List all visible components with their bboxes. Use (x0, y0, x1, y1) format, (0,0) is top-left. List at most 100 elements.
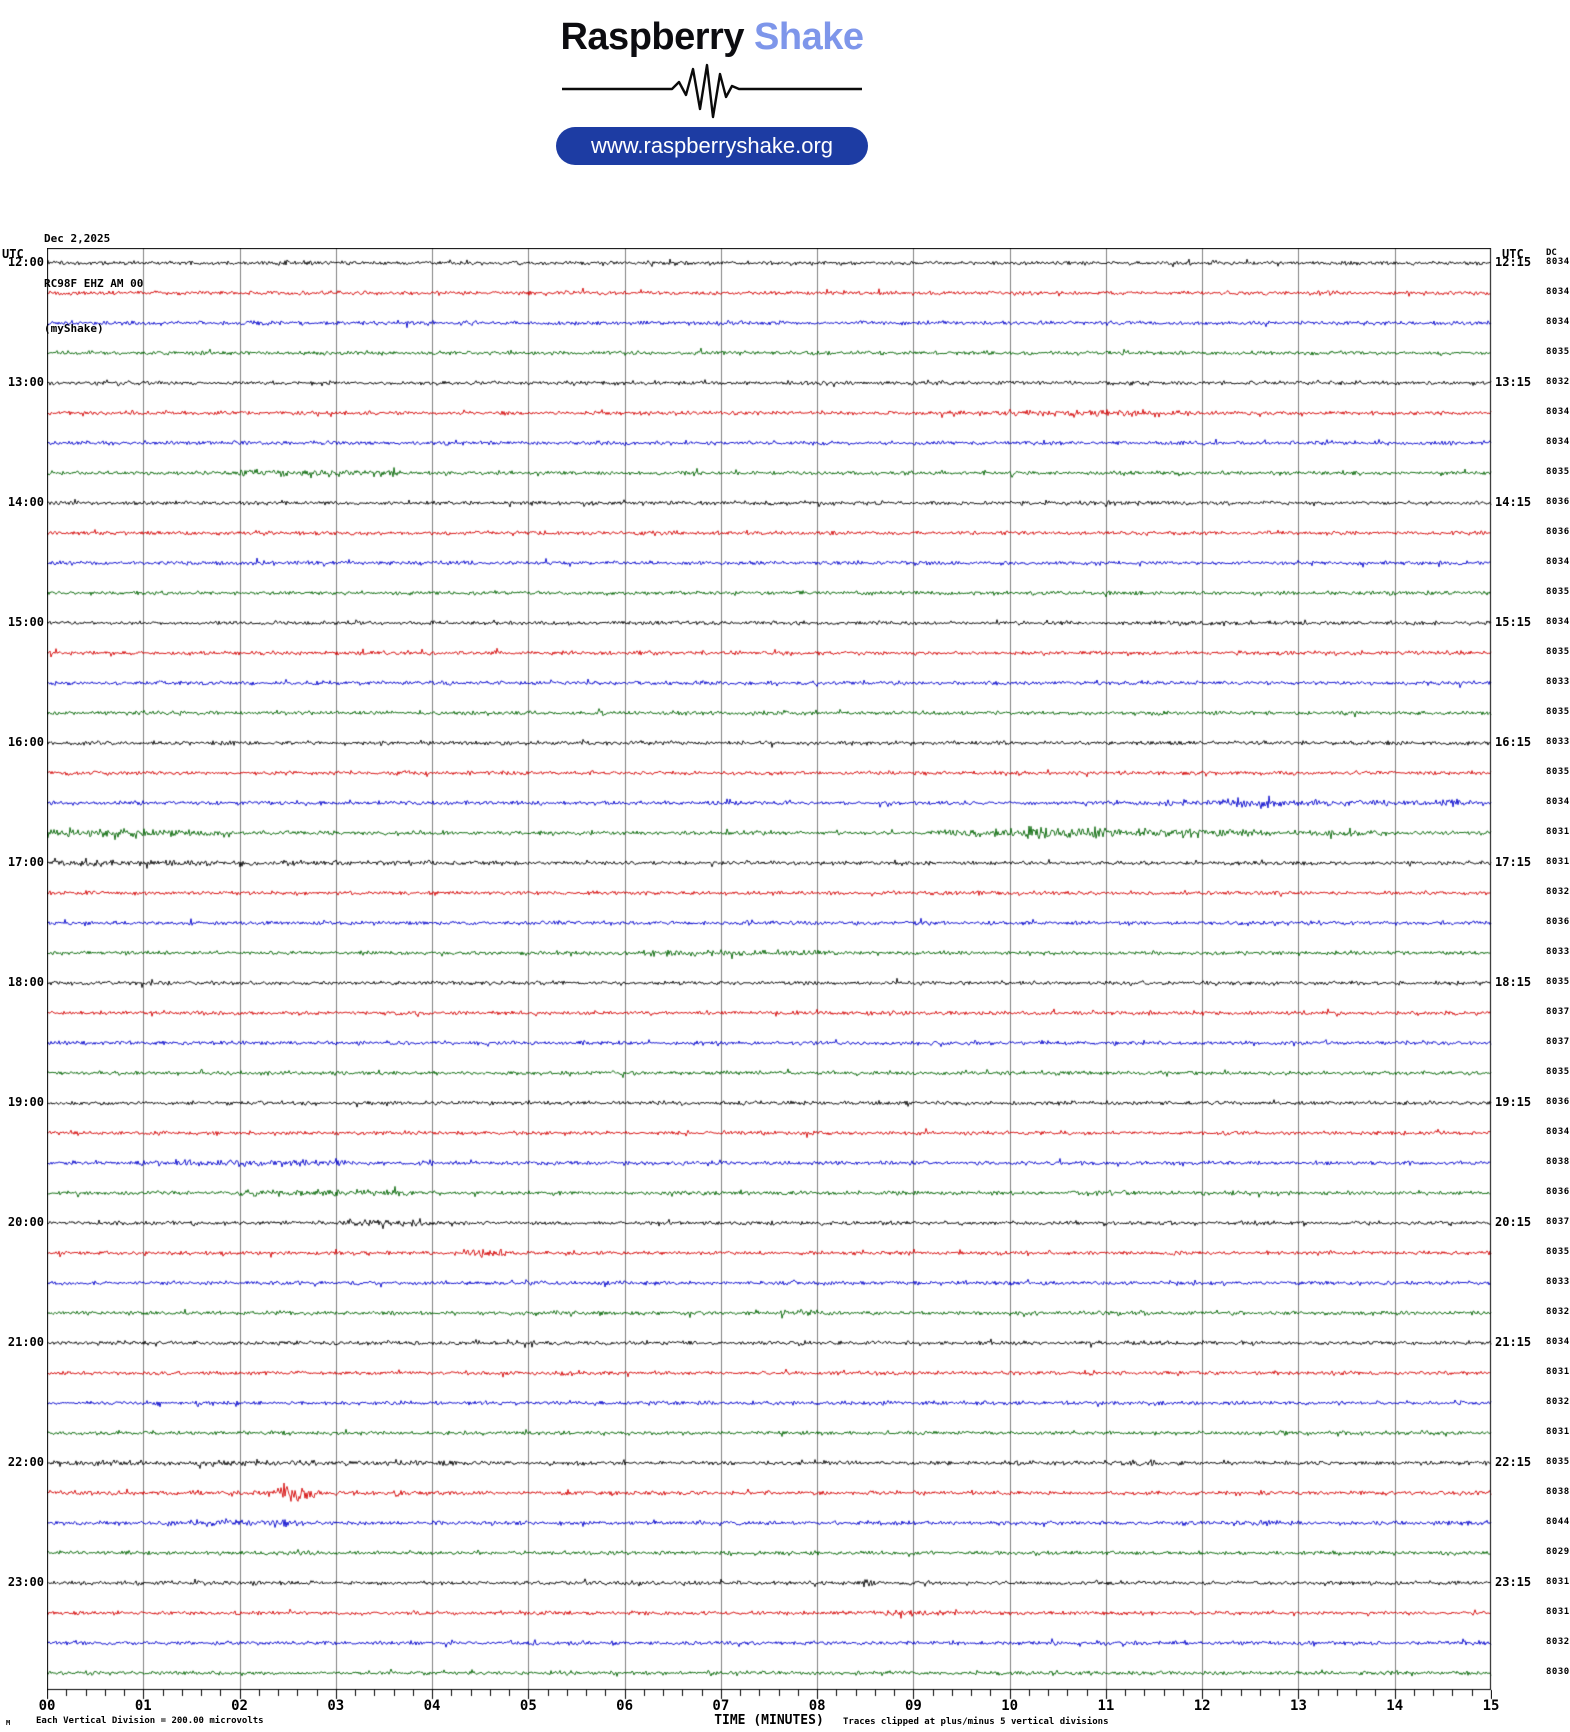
hour-label-right: 17:15 (1495, 855, 1532, 869)
dc-value: 8033 (1546, 737, 1570, 747)
clip-note: Traces clipped at plus/minus 5 vertical … (843, 1717, 1109, 1727)
x-tick-label: 05 (519, 1698, 537, 1714)
x-tick-label: 08 (808, 1698, 826, 1714)
helicorder-canvas (47, 248, 1492, 1704)
hour-label-left: 21:00 (7, 1335, 44, 1349)
x-tick-label: 03 (327, 1698, 345, 1714)
dc-value: 8034 (1546, 257, 1570, 267)
dc-value: 8031 (1546, 1577, 1570, 1587)
x-tick-label: 09 (904, 1698, 922, 1714)
x-tick-label: 07 (712, 1698, 730, 1714)
dc-value: 8032 (1546, 1307, 1570, 1317)
dc-value: 8034 (1546, 287, 1570, 297)
page-header: Raspberry Shake www.raspberryshake.org (0, 0, 1424, 165)
hour-label-left: 23:00 (7, 1575, 44, 1589)
hour-label-left: 14:00 (7, 495, 44, 509)
dc-value: 8034 (1546, 317, 1570, 327)
website-url-label: www.raspberryshake.org (590, 133, 834, 158)
dc-value: 8036 (1546, 527, 1570, 537)
x-axis-title: TIME (MINUTES) (714, 1713, 824, 1728)
scale-marker-glyph: M (6, 1719, 11, 1727)
dc-value: 8033 (1546, 677, 1570, 687)
dc-value: 8036 (1546, 917, 1570, 927)
hour-label-left: 17:00 (7, 855, 44, 869)
dc-value: 8035 (1546, 587, 1570, 597)
dc-value: 8037 (1546, 1037, 1570, 1047)
hour-label-left: 16:00 (7, 735, 44, 749)
vertical-scale-note: Each Vertical Division = 200.00 microvol… (36, 1716, 264, 1726)
dc-value: 8036 (1546, 1097, 1570, 1107)
dc-value: 8030 (1546, 1667, 1570, 1677)
x-tick-label: 13 (1290, 1698, 1307, 1714)
hour-label-right: 20:15 (1495, 1215, 1532, 1229)
dc-value: 8034 (1546, 617, 1570, 627)
hour-label-right: 18:15 (1495, 975, 1532, 989)
hour-label-right: 21:15 (1495, 1335, 1532, 1349)
x-tick-label: 04 (423, 1698, 441, 1714)
x-tick-label: 15 (1482, 1698, 1500, 1714)
dc-value: 8038 (1546, 1487, 1570, 1497)
hour-label-left: 15:00 (7, 615, 44, 629)
dc-value: 8033 (1546, 947, 1570, 957)
dc-value: 8034 (1546, 1337, 1570, 1347)
logo-text-shake: Shake (754, 16, 864, 58)
dc-value: 8031 (1546, 1607, 1570, 1617)
dc-value: 8034 (1546, 557, 1570, 567)
hour-label-left: 19:00 (7, 1095, 44, 1109)
hour-label-right: 14:15 (1495, 495, 1532, 509)
dc-value: 8035 (1546, 707, 1570, 717)
dc-value: 8035 (1546, 1457, 1570, 1467)
hour-label-left: 18:00 (7, 975, 44, 989)
dc-value: 8032 (1546, 1397, 1570, 1407)
dc-value: 8035 (1546, 767, 1570, 777)
dc-value: 8038 (1546, 1157, 1570, 1167)
dc-value: 8034 (1546, 1127, 1570, 1137)
x-tick-label: 06 (616, 1698, 634, 1714)
x-tick-label: 01 (134, 1698, 152, 1714)
hour-label-right: 19:15 (1495, 1095, 1532, 1109)
hour-label-right: 16:15 (1495, 735, 1532, 749)
dc-value: 8031 (1546, 1427, 1570, 1437)
dc-value: 8035 (1546, 1247, 1570, 1257)
dc-value: 8035 (1546, 647, 1570, 657)
x-tick-label: 14 (1386, 1698, 1404, 1714)
website-url-button[interactable]: www.raspberryshake.org (556, 127, 868, 165)
dc-value: 8036 (1546, 1187, 1570, 1197)
x-tick-label: 10 (1001, 1698, 1019, 1714)
x-tick-label: 12 (1193, 1698, 1211, 1714)
station-date: Dec 2,2025 (44, 232, 111, 245)
utc-header-right: UTC (1502, 247, 1524, 261)
utc-header-left: UTC (2, 247, 24, 261)
hour-label-left: 12:00 (7, 255, 44, 269)
dc-value: 8032 (1546, 1637, 1570, 1647)
logo-text-raspberry: Raspberry (560, 16, 744, 58)
dc-value: 8033 (1546, 1277, 1570, 1287)
x-tick-label: 02 (231, 1698, 248, 1714)
dc-column-header: DC (1546, 248, 1557, 258)
x-tick-label: 11 (1097, 1698, 1115, 1714)
seismic-wave-icon (562, 63, 862, 119)
hour-label-right: 22:15 (1495, 1455, 1532, 1469)
dc-value: 8031 (1546, 827, 1570, 837)
dc-value: 8031 (1546, 1367, 1570, 1377)
hour-label-left: 22:00 (7, 1455, 44, 1469)
dc-value: 8036 (1546, 497, 1570, 507)
dc-value: 8035 (1546, 347, 1570, 357)
x-tick-label: 00 (38, 1698, 56, 1714)
hour-label-right: 23:15 (1495, 1575, 1532, 1589)
dc-value: 8037 (1546, 1007, 1570, 1017)
dc-value: 8035 (1546, 1067, 1570, 1077)
hour-label-right: 12:15 (1495, 255, 1532, 269)
dc-value: 8032 (1546, 377, 1570, 387)
dc-value: 8035 (1546, 467, 1570, 477)
hour-label-right: 15:15 (1495, 615, 1532, 629)
dc-value: 8031 (1546, 857, 1570, 867)
hour-label-right: 13:15 (1495, 375, 1532, 389)
dc-value: 8044 (1546, 1517, 1570, 1527)
hour-label-left: 20:00 (7, 1215, 44, 1229)
dc-value: 8035 (1546, 977, 1570, 987)
hour-label-left: 13:00 (7, 375, 44, 389)
raspberry-shake-logo: Raspberry Shake (560, 16, 864, 59)
dc-value: 8029 (1546, 1547, 1570, 1557)
